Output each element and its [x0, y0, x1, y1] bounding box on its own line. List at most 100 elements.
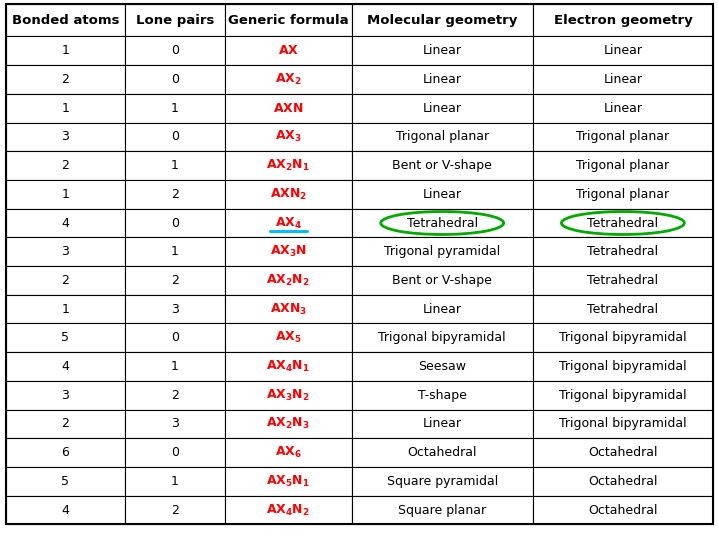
Bar: [352, 323, 533, 352]
Bar: [352, 438, 533, 467]
Text: 2: 2: [171, 389, 179, 402]
Text: Bent or V-shape: Bent or V-shape: [393, 159, 492, 172]
Text: Linear: Linear: [423, 44, 462, 57]
Text: Bonded atoms: Bonded atoms: [12, 14, 119, 27]
Text: 2: 2: [61, 73, 69, 86]
Text: Tetrahedral: Tetrahedral: [587, 216, 659, 230]
Bar: [225, 352, 352, 381]
Bar: [125, 65, 225, 94]
Text: $\mathbf{AX_4}$: $\mathbf{AX_4}$: [275, 215, 302, 231]
Bar: [225, 65, 352, 94]
Text: $\mathbf{AXN_2}$: $\mathbf{AXN_2}$: [270, 187, 307, 202]
Bar: [125, 151, 225, 180]
Bar: [225, 438, 352, 467]
Bar: [225, 180, 352, 209]
Text: 1: 1: [171, 159, 179, 172]
Text: Trigonal bipyramidal: Trigonal bipyramidal: [559, 360, 687, 373]
Bar: [225, 323, 352, 352]
Bar: [125, 4, 225, 36]
Bar: [533, 123, 713, 151]
Text: $\mathbf{AX_2N_3}$: $\mathbf{AX_2N_3}$: [267, 416, 311, 432]
Bar: [6, 4, 125, 36]
Text: 1: 1: [61, 44, 69, 57]
Text: Linear: Linear: [423, 188, 462, 201]
Bar: [225, 36, 352, 65]
Text: $\mathbf{AXN}$: $\mathbf{AXN}$: [273, 102, 303, 115]
Text: 1: 1: [61, 188, 69, 201]
Text: Linear: Linear: [423, 102, 462, 115]
Bar: [533, 209, 713, 237]
Text: 4: 4: [61, 360, 69, 373]
Bar: [225, 237, 352, 266]
Bar: [352, 94, 533, 123]
Text: Trigonal bipyramidal: Trigonal bipyramidal: [559, 389, 687, 402]
Bar: [125, 438, 225, 467]
Bar: [6, 323, 125, 352]
Bar: [533, 352, 713, 381]
Bar: [352, 381, 533, 410]
Text: $\mathbf{AX_3N}$: $\mathbf{AX_3N}$: [270, 244, 307, 259]
Text: 4: 4: [61, 503, 69, 517]
Text: Tetrahedral: Tetrahedral: [587, 274, 659, 287]
Bar: [352, 266, 533, 295]
Bar: [6, 352, 125, 381]
Bar: [125, 410, 225, 438]
Bar: [533, 237, 713, 266]
Bar: [352, 180, 533, 209]
Bar: [533, 410, 713, 438]
Text: 0: 0: [171, 130, 179, 144]
Bar: [533, 266, 713, 295]
Text: Trigonal planar: Trigonal planar: [395, 130, 489, 144]
Text: $\mathbf{AX_5}$: $\mathbf{AX_5}$: [275, 330, 302, 346]
Text: Seesaw: Seesaw: [418, 360, 466, 373]
Text: 2: 2: [171, 503, 179, 517]
Text: 1: 1: [61, 302, 69, 316]
Bar: [352, 123, 533, 151]
Bar: [533, 36, 713, 65]
Text: $\mathbf{AX_5N_1}$: $\mathbf{AX_5N_1}$: [266, 474, 311, 489]
Text: Trigonal bipyramidal: Trigonal bipyramidal: [559, 331, 687, 344]
Text: 5: 5: [61, 331, 69, 344]
Bar: [352, 36, 533, 65]
Text: Trigonal bipyramidal: Trigonal bipyramidal: [559, 417, 687, 431]
Bar: [6, 467, 125, 496]
Bar: [352, 410, 533, 438]
Text: Tetrahedral: Tetrahedral: [407, 216, 477, 230]
Bar: [225, 496, 352, 524]
Bar: [352, 467, 533, 496]
Bar: [6, 381, 125, 410]
Text: Octahedral: Octahedral: [588, 446, 658, 459]
Bar: [6, 266, 125, 295]
Bar: [125, 467, 225, 496]
Bar: [533, 180, 713, 209]
Bar: [6, 36, 125, 65]
Bar: [125, 352, 225, 381]
Bar: [533, 496, 713, 524]
Bar: [225, 209, 352, 237]
Bar: [6, 410, 125, 438]
Bar: [533, 295, 713, 323]
Bar: [533, 438, 713, 467]
Text: Trigonal pyramidal: Trigonal pyramidal: [384, 245, 500, 258]
Bar: [6, 151, 125, 180]
Bar: [225, 410, 352, 438]
Bar: [225, 295, 352, 323]
Bar: [125, 94, 225, 123]
Text: $\mathbf{AX_2}$: $\mathbf{AX_2}$: [275, 72, 302, 87]
Text: Generic formula: Generic formula: [228, 14, 349, 27]
Text: Lone pairs: Lone pairs: [136, 14, 214, 27]
Text: 3: 3: [171, 302, 179, 316]
Bar: [533, 381, 713, 410]
Text: Linear: Linear: [423, 302, 462, 316]
Bar: [125, 295, 225, 323]
Bar: [125, 180, 225, 209]
Text: 5: 5: [61, 475, 69, 488]
Text: T-shape: T-shape: [418, 389, 467, 402]
Text: 2: 2: [61, 159, 69, 172]
Bar: [533, 94, 713, 123]
Text: Octahedral: Octahedral: [588, 503, 658, 517]
Bar: [225, 467, 352, 496]
Bar: [125, 496, 225, 524]
Text: 0: 0: [171, 44, 179, 57]
Text: 2: 2: [171, 274, 179, 287]
